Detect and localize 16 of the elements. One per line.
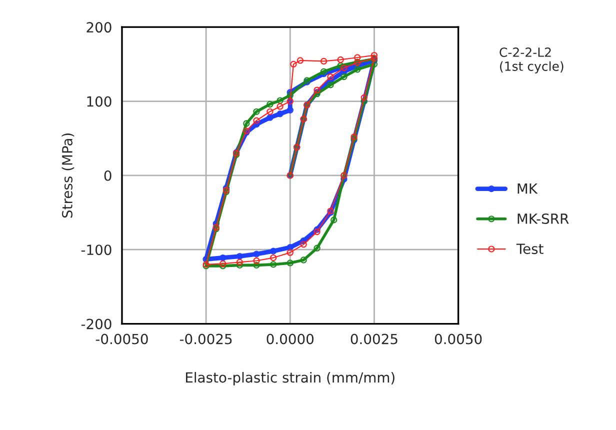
legend-label: MK-SRR [518,213,569,224]
y-tick-label: -200 [81,318,112,330]
y-tick-label: 100 [87,96,112,107]
legend-label: Test [516,244,544,254]
x-tick-label: 0.0025 [350,334,398,344]
x-tick-label: -0.0050 [96,334,148,344]
x-tick-label: -0.0025 [180,334,232,344]
text: C-2-2-L2 (1st cycle) [500,48,564,74]
y-tick-label: -100 [81,244,112,256]
y-tick-label: 0 [104,170,112,181]
x-tick-label: 0.0050 [434,334,482,344]
y-tick-label: 200 [86,22,112,33]
y-axis-title: Stress (MPa) [62,134,74,218]
legend-label: MK [518,184,538,194]
x-tick-label: 0.0000 [266,334,314,344]
x-axis-title: Elasto-plastic strain (mm/mm) [186,372,394,386]
